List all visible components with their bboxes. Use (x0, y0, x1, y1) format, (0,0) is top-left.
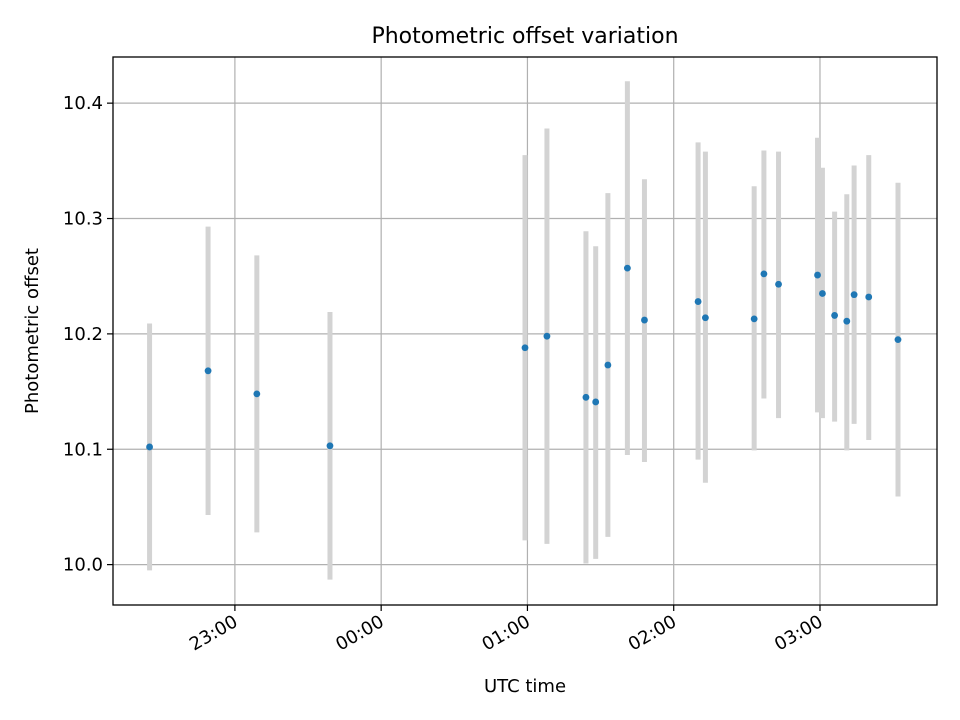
chart-title: Photometric offset variation (371, 24, 678, 49)
data-point (543, 332, 551, 340)
x-axis-label: UTC time (484, 676, 566, 697)
data-point (521, 344, 529, 352)
data-point (702, 314, 709, 322)
data-point (775, 280, 782, 288)
data-point (623, 264, 631, 272)
data-point (641, 316, 648, 324)
data-point (819, 290, 826, 297)
data-point (694, 298, 702, 305)
data-point (865, 293, 873, 301)
data-point (146, 443, 153, 451)
y-tick-label: 10.1 (63, 439, 103, 460)
data-point (850, 291, 858, 299)
plot-frame (112, 56, 938, 606)
data-point (253, 390, 261, 398)
data-point (894, 336, 902, 344)
y-axis-ticks: 10.0 10.1 10.2 10.3 10.4 (63, 93, 113, 576)
data-point (831, 312, 839, 319)
data-point (750, 315, 758, 323)
data-point (814, 271, 821, 279)
data-point (604, 361, 612, 369)
data-point (843, 317, 851, 325)
data-point (592, 398, 600, 406)
data-points (146, 264, 902, 451)
y-axis-label: Photometric offset (22, 248, 43, 414)
y-tick-label: 10.3 (63, 209, 103, 230)
y-tick-label: 10.0 (63, 555, 103, 576)
data-point (204, 367, 212, 375)
data-point (326, 442, 334, 450)
data-point (760, 270, 768, 278)
data-point (582, 393, 590, 401)
y-tick-label: 10.4 (63, 93, 103, 114)
y-tick-label: 10.2 (63, 324, 103, 345)
